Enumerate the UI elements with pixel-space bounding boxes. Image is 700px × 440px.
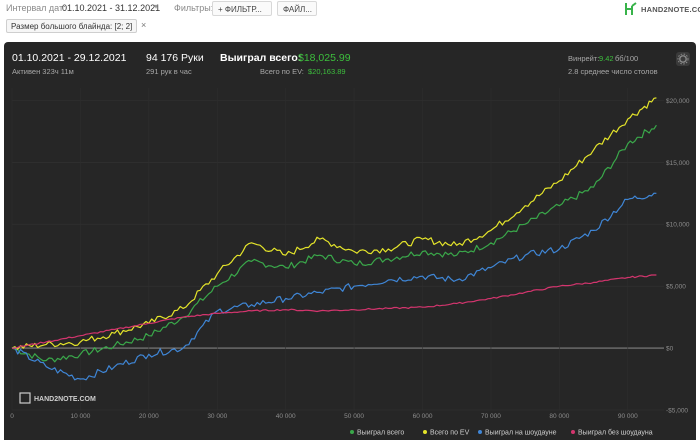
legend-marker xyxy=(571,430,575,434)
ev-total-value: $20,163.89 xyxy=(308,67,346,76)
winrate-label: Винрейт: xyxy=(568,54,600,63)
date-range: 01.10.2021 - 29.12.2021 xyxy=(12,52,127,64)
series-line-0 xyxy=(11,124,657,363)
chevron-down-icon[interactable]: ▾ xyxy=(154,2,159,11)
x-axis-ticks: 0 10 000 20 000 30 000 40 000 50 000 60 000 70 … xyxy=(10,413,638,420)
hands-per-hour: 291 рук в час xyxy=(146,67,192,76)
y-tick-label: $10,000 xyxy=(666,222,690,229)
series-line-2 xyxy=(11,192,657,381)
series-line-1 xyxy=(11,97,657,350)
x-tick-label: 20 000 xyxy=(139,413,159,420)
winrate-unit: бб/100 xyxy=(615,54,639,63)
logo: HAND2NOTE.COM xyxy=(624,1,700,17)
logo-text: HAND2NOTE.COM xyxy=(641,4,700,14)
legend-marker xyxy=(478,430,482,434)
won-total-label: Выиграл всего: xyxy=(220,52,302,64)
ev-total-label: Всего по EV: xyxy=(260,67,304,76)
big-blind-filter-tag[interactable]: Размер большого блайнда: [2; 2] xyxy=(6,19,138,33)
toolbar: Интервал дат: 01.10.2021 - 31.12.2021 ▾ … xyxy=(0,0,700,18)
legend: Выиграл всего Всего по EV Выиграл на шоуда… xyxy=(350,429,653,437)
y-axis-ticks: -$5,000 $0 $5,000 $10,000 $15,000 $20,000 xyxy=(666,98,690,415)
y-tick-label: $0 xyxy=(666,346,674,353)
legend-marker xyxy=(423,430,427,434)
legend-label[interactable]: Выиграл на шоудауне xyxy=(485,430,557,437)
y-tick-label: $15,000 xyxy=(666,160,690,167)
y-tick-label: $5,000 xyxy=(666,284,686,291)
active-time: Активен 323ч 11м xyxy=(12,67,74,76)
x-tick-label: 40 000 xyxy=(276,413,296,420)
watermark-logo-icon xyxy=(19,392,31,404)
won-total-value: $18,025.99 xyxy=(298,52,351,64)
avg-tables: 2.8 среднее число столов xyxy=(568,67,658,76)
legend-label[interactable]: Выиграл всего xyxy=(357,430,404,437)
x-tick-label: 60 000 xyxy=(413,413,433,420)
x-tick-label: 0 xyxy=(10,413,14,420)
gear-icon xyxy=(677,53,689,65)
y-tick-label: -$5,000 xyxy=(666,408,688,415)
hand2note-logo-icon xyxy=(625,2,637,15)
chart-grid xyxy=(11,88,664,411)
filters-label: Фильтры: xyxy=(174,3,214,13)
x-tick-label: 10 000 xyxy=(70,413,90,420)
y-tick-label: $20,000 xyxy=(666,98,690,105)
close-icon[interactable]: × xyxy=(141,20,147,30)
winrate-value: 9.42 xyxy=(599,54,614,63)
hands-count: 94 176 Руки xyxy=(146,52,204,64)
x-tick-label: 50 000 xyxy=(344,413,364,420)
x-tick-label: 70 000 xyxy=(481,413,501,420)
x-tick-label: 80 000 xyxy=(549,413,569,420)
x-tick-label: 90 000 xyxy=(618,413,638,420)
file-button[interactable]: ФАЙЛ... xyxy=(277,1,317,16)
date-interval-label: Интервал дат: xyxy=(6,3,66,13)
legend-label[interactable]: Всего по EV xyxy=(430,430,470,437)
date-interval-value[interactable]: 01.10.2021 - 31.12.2021 xyxy=(62,3,161,13)
legend-label[interactable]: Выиграл без шоудауна xyxy=(578,429,653,437)
add-filter-button[interactable]: + ФИЛЬТР... xyxy=(212,1,272,16)
watermark: HAND2NOTE.COM xyxy=(19,392,96,404)
legend-marker xyxy=(350,430,354,434)
series-line-3 xyxy=(11,274,657,349)
series-lines xyxy=(11,97,657,381)
watermark-text: HAND2NOTE.COM xyxy=(34,396,96,403)
filter-tag-bar: Размер большого блайнда: [2; 2] × xyxy=(0,18,700,36)
x-tick-label: 30 000 xyxy=(207,413,227,420)
graph-panel xyxy=(4,42,696,440)
settings-button[interactable] xyxy=(676,52,690,66)
